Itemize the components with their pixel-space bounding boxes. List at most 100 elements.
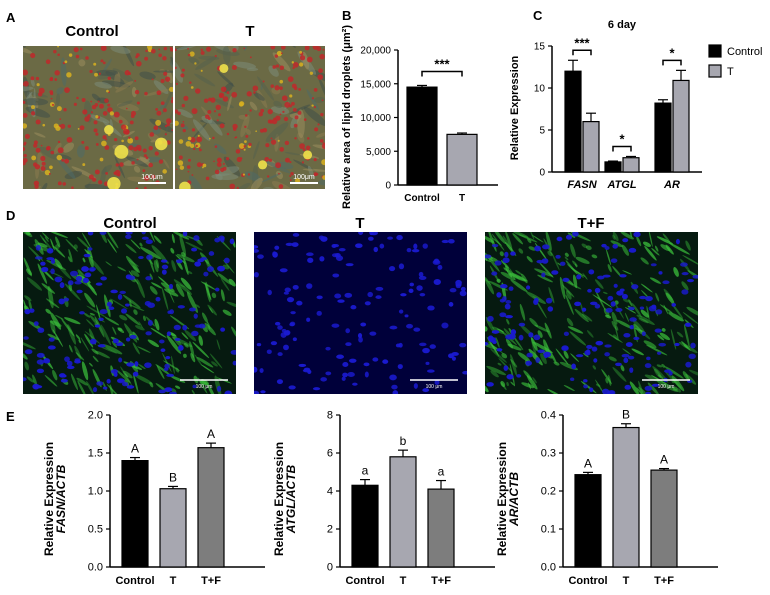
panel-letter-c: C: [533, 8, 543, 23]
panel-a-label-control: Control: [65, 23, 118, 40]
chart-b-ytick-label: 10,000: [360, 113, 391, 124]
chartE3-xtick-label: Control: [568, 575, 607, 587]
chart-b-xtick-label: Control: [404, 193, 440, 204]
chartE1-bar-1: [159, 488, 187, 568]
chartE1-group-letter-2: A: [207, 427, 215, 441]
chartE3-group-letter-1: B: [622, 408, 630, 422]
chart-c-ylabel: Relative Expression: [509, 55, 521, 160]
chartE1-xtick-label: Control: [115, 575, 154, 587]
chartE1-ytick-label: 0.0: [88, 562, 103, 574]
chart-c: C 6 day 0 5 10 15 Relative Expression FASN *** AT…: [509, 8, 762, 191]
chartE1-ytick-label: 2.0: [88, 410, 103, 422]
chart-b-bar-1: [446, 133, 478, 186]
chartE2-ylabel-top: Relative Expression: [272, 442, 286, 556]
panel-letter-e: E: [6, 409, 15, 424]
panel-letter-d: D: [6, 208, 15, 223]
chartE3-group-letter-2: A: [660, 453, 668, 467]
chart-e-fasn: E 0.0 0.5 1.0 1.5 2.0 Relative ExpressionFASN/…: [6, 409, 265, 587]
chartE3-ylabel-bottom: AR/ACTB: [507, 472, 521, 527]
chartE2-ytick-label: 0: [327, 562, 333, 574]
chartE2-xtick-label: T: [400, 575, 407, 587]
chart-c-legend-label-0: Control: [727, 46, 762, 58]
chartE3-ytick-label: 0.4: [541, 410, 556, 422]
scalebar-a-t-label: 100μm: [293, 174, 315, 181]
chart-c-legend-swatch-1: [708, 64, 722, 78]
chart-c-significance-0-label: ***: [574, 35, 590, 50]
chartE1-ytick-label: 1.5: [88, 448, 103, 460]
scalebar-d-tf-label: 100 μm: [658, 384, 675, 390]
chart-c-xtick-label: AR: [663, 179, 680, 191]
micrograph-a-t: [175, 46, 325, 189]
chartE2-ytick-label: 8: [327, 410, 333, 422]
chart-c-bar-2-0: [654, 102, 672, 173]
chartE1-ytick-label: 1.0: [88, 486, 103, 498]
chartE2-ytick-label: 6: [327, 448, 333, 460]
chartE3-ytick-label: 0.0: [541, 562, 556, 574]
chartE1-group-letter-1: B: [169, 470, 177, 484]
panel-a-label-t: T: [245, 23, 254, 40]
panel-letter-a: A: [6, 10, 16, 25]
chart-c-legend-label-1: T: [727, 66, 734, 78]
chartE1-xtick-label: T: [170, 575, 177, 587]
chartE3-ytick-label: 0.1: [541, 524, 556, 536]
chart-c-bar-1-1: [622, 157, 640, 173]
chart-c-significance-1: [612, 145, 632, 152]
chartE1-group-letter-0: A: [131, 442, 139, 456]
chartE3-bar-1: [612, 426, 640, 568]
micrograph-a-control: [23, 46, 173, 189]
chartE1-ytick-label: 0.5: [88, 524, 103, 536]
chart-c-xtick-label: FASN: [567, 179, 597, 191]
chart-c-title: 6 day: [608, 19, 637, 31]
chartE2-group-letter-2: a: [438, 465, 445, 479]
chart-b-xtick-label: T: [459, 193, 465, 204]
chartE3-ylabel-top: Relative Expression: [495, 442, 509, 556]
chart-c-bar-0-1: [582, 120, 600, 173]
chartE1-bar-2: [197, 447, 225, 568]
chartE3-xtick-label: T: [623, 575, 630, 587]
fluorescence-d-t: [254, 232, 467, 394]
chart-c-significance-2: [662, 59, 682, 66]
chartE3-bar-2: [650, 469, 678, 568]
scalebar-d-control-label: 100 μm: [196, 384, 213, 390]
chart-c-bar-1-0: [604, 161, 622, 173]
chart-c-ytick-label: 5: [539, 126, 545, 137]
chart-c-ytick-label: 15: [534, 42, 546, 53]
chart-c-legend-swatch-0: [708, 44, 722, 58]
panel-d-label-t: T: [355, 215, 364, 232]
chart-c-xtick-label: ATGL: [606, 179, 636, 191]
scalebar-a-control-label: 100μm: [141, 174, 163, 181]
chartE2-bar-2: [427, 488, 455, 568]
chart-e-ar: 0.0 0.1 0.2 0.3 0.4 Relative ExpressionAR/ACT…: [495, 408, 718, 587]
chartE3-group-letter-0: A: [584, 456, 592, 470]
chartE2-group-letter-0: a: [362, 464, 369, 478]
chart-b-ytick-label: 0: [385, 181, 391, 192]
chartE1-ylabel-top: Relative Expression: [42, 442, 56, 556]
chartE1-bar-0: [121, 460, 149, 568]
chartE2-ytick-label: 2: [327, 524, 333, 536]
chartE2-xtick-label: Control: [345, 575, 384, 587]
chartE1-ylabel-bottom: FASN/ACTB: [54, 464, 68, 533]
chartE3-ytick-label: 0.3: [541, 448, 556, 460]
chart-c-ytick-label: 10: [534, 84, 546, 95]
chart-c-significance-2-label: *: [669, 45, 675, 60]
chart-c-ytick-label: 0: [539, 168, 545, 179]
chartE2-bar-1: [389, 456, 417, 568]
chartE3-ytick-label: 0.2: [541, 486, 556, 498]
chart-c-bar-2-1: [672, 79, 690, 173]
chart-b: B 0 5,000 10,000 15,000 20,000 Relative area o…: [341, 8, 498, 209]
panel-d-label-control: Control: [103, 215, 156, 232]
chart-b-bar-0: [406, 86, 438, 186]
chart-c-bar-0-0: [564, 70, 582, 173]
chartE2-xtick-label: T+F: [431, 575, 451, 587]
chart-b-ytick-label: 20,000: [360, 46, 391, 57]
chartE2-group-letter-1: b: [400, 434, 407, 448]
chart-b-significance: [421, 70, 463, 77]
fluorescence-d-control: [23, 232, 236, 394]
chartE1-xtick-label: T+F: [201, 575, 221, 587]
scalebar-d-t-label: 100 μm: [426, 384, 443, 390]
chartE2-ylabel-bottom: ATGL/ACTB: [284, 464, 298, 534]
chart-b-significance-label: ***: [434, 56, 450, 71]
